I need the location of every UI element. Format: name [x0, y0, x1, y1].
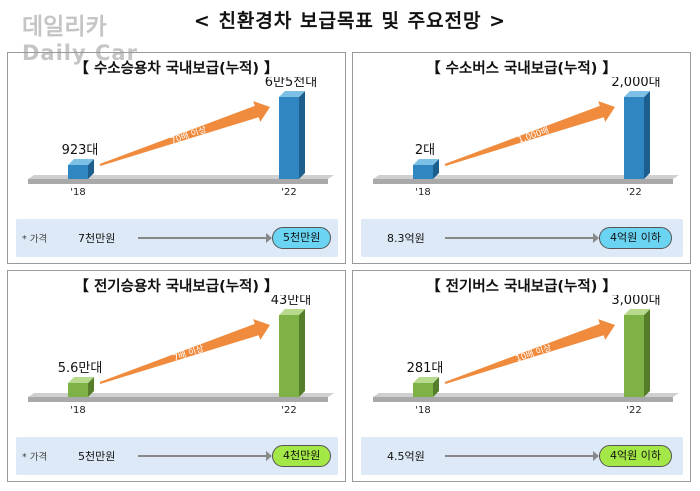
- bar-value-label: 2대: [415, 143, 435, 158]
- growth-label: 70배 이상: [169, 124, 208, 146]
- growth-arrow-shape: [99, 319, 271, 384]
- bar-value-label: 6만5천대: [265, 77, 317, 90]
- bar-top: [68, 377, 94, 383]
- price-to-pill: 4억원 이하: [599, 445, 672, 467]
- bar-value-label: 923대: [62, 143, 99, 158]
- panel-title: 【 전기승용차 국내보급(누적) 】: [74, 279, 279, 295]
- bar-value-label: 5.6만대: [58, 361, 103, 376]
- bar-side: [644, 91, 650, 179]
- price-row: 8.3억원 4억원 이하: [361, 219, 683, 257]
- price-note: * 가격: [22, 234, 48, 245]
- price-from: 8.3억원: [387, 232, 425, 245]
- bar: [68, 383, 88, 397]
- price-arrow: [138, 451, 272, 461]
- year-label: '18: [415, 405, 430, 416]
- price-row: * 가격 5천만원 4천만원: [16, 437, 338, 475]
- chart-area: 281대 '18 3,000대 '22 10배 이상: [353, 295, 690, 425]
- growth-label: 7배 이상: [172, 343, 206, 364]
- panel-electric-car: 【 전기승용차 국내보급(누적) 】 5.6만대 '18 43만대 '22 7배 이상 …: [7, 270, 346, 482]
- bar-top: [413, 377, 439, 383]
- panel-hydrogen-car: 【 수소승용차 국내보급(누적) 】 923대 '18 6만5천대 '22 70배 이상…: [7, 52, 346, 264]
- bar: [413, 383, 433, 397]
- bar-top: [68, 159, 94, 165]
- price-note: * 가격: [22, 452, 48, 463]
- floor-top: [373, 393, 679, 397]
- price-row: 4.5억원 4억원 이하: [361, 437, 683, 475]
- year-label: '18: [415, 187, 430, 198]
- bar: [279, 97, 299, 179]
- growth-arrow-shape: [444, 319, 616, 384]
- floor-top: [373, 175, 679, 179]
- floor-top: [28, 393, 334, 397]
- price-arrow: [445, 451, 599, 461]
- bar: [624, 97, 644, 179]
- bar-side: [299, 309, 305, 397]
- year-label: '22: [281, 405, 296, 416]
- bar: [413, 165, 433, 179]
- price-from: 5천만원: [78, 450, 116, 463]
- price-from: 4.5억원: [387, 450, 425, 463]
- bar-top: [413, 159, 439, 165]
- bar-side: [433, 159, 439, 179]
- price-from: 7천만원: [78, 232, 116, 245]
- price-row: * 가격 7천만원 5천만원: [16, 219, 338, 257]
- floor-slab: [373, 397, 673, 402]
- page-title: < 친환경차 보급목표 및 주요전망 >: [193, 10, 507, 32]
- growth-arrow-shape: [99, 101, 271, 166]
- panel-electric-bus: 【 전기버스 국내보급(누적) 】 281대 '18 3,000대 '22 10배 이상…: [352, 270, 691, 482]
- floor-top: [28, 175, 334, 179]
- year-label: '18: [70, 405, 85, 416]
- bar-side: [299, 91, 305, 179]
- bar: [279, 315, 299, 397]
- chart-area: 5.6만대 '18 43만대 '22 7배 이상: [8, 295, 345, 425]
- bar-value-label: 43만대: [271, 295, 311, 308]
- growth-arrow: 7배 이상: [99, 319, 271, 384]
- year-label: '22: [281, 187, 296, 198]
- bar-side: [88, 159, 94, 179]
- growth-arrow: 10배 이상: [444, 319, 616, 384]
- bar: [68, 165, 88, 179]
- price-arrow: [445, 233, 599, 243]
- chart-area: 2대 '18 2,000대 '22 1,000배: [353, 77, 690, 207]
- year-label: '22: [626, 187, 641, 198]
- year-label: '22: [626, 405, 641, 416]
- growth-arrow-shape: [444, 101, 616, 166]
- bar-side: [88, 377, 94, 397]
- bar-top: [624, 309, 650, 315]
- year-label: '18: [70, 187, 85, 198]
- floor-slab: [373, 179, 673, 184]
- price-to-pill: 5천만원: [272, 227, 332, 249]
- floor-slab: [28, 179, 328, 184]
- bar-side: [644, 309, 650, 397]
- bar-value-label: 2,000대: [611, 77, 660, 90]
- bar-value-label: 281대: [407, 361, 444, 376]
- price-to-pill: 4억원 이하: [599, 227, 672, 249]
- bar-top: [279, 91, 305, 97]
- bar-top: [279, 309, 305, 315]
- price-to-pill: 4천만원: [272, 445, 332, 467]
- panel-title: 【 전기버스 국내보급(누적) 】: [426, 279, 617, 295]
- growth-label: 1,000배: [517, 126, 551, 146]
- growth-label: 10배 이상: [514, 342, 553, 364]
- growth-arrow: 1,000배: [444, 101, 616, 166]
- panel-title: 【 수소버스 국내보급(누적) 】: [426, 61, 617, 77]
- bar-top: [624, 91, 650, 97]
- panel-hydrogen-bus: 【 수소버스 국내보급(누적) 】 2대 '18 2,000대 '22 1,000배 8…: [352, 52, 691, 264]
- bar: [624, 315, 644, 397]
- panel-title: 【 수소승용차 국내보급(누적) 】: [74, 61, 279, 77]
- chart-area: 923대 '18 6만5천대 '22 70배 이상: [8, 77, 345, 207]
- price-arrow: [138, 233, 272, 243]
- floor-slab: [28, 397, 328, 402]
- bar-value-label: 3,000대: [611, 295, 660, 308]
- bar-side: [433, 377, 439, 397]
- growth-arrow: 70배 이상: [99, 101, 271, 166]
